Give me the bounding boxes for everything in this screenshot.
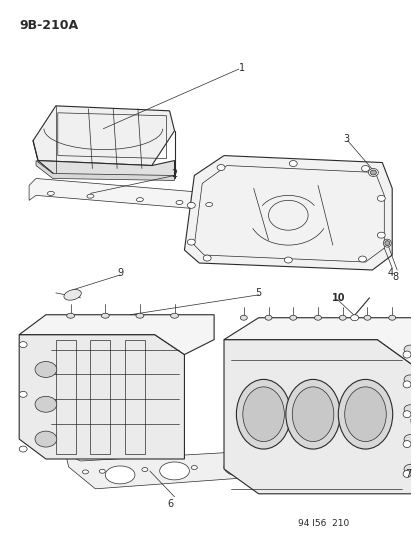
Ellipse shape: [19, 391, 27, 397]
Ellipse shape: [35, 431, 57, 447]
Ellipse shape: [363, 315, 370, 320]
Ellipse shape: [250, 463, 256, 467]
Text: 10: 10: [331, 293, 344, 303]
Ellipse shape: [19, 446, 27, 452]
Ellipse shape: [280, 462, 286, 466]
Ellipse shape: [339, 315, 345, 320]
Polygon shape: [38, 160, 174, 179]
Text: 4: 4: [386, 268, 392, 278]
Ellipse shape: [216, 165, 224, 171]
Ellipse shape: [402, 471, 410, 478]
Ellipse shape: [350, 315, 358, 321]
Ellipse shape: [292, 387, 333, 441]
Ellipse shape: [402, 441, 410, 448]
Polygon shape: [184, 156, 391, 270]
Polygon shape: [19, 335, 184, 459]
Ellipse shape: [105, 466, 135, 484]
Ellipse shape: [159, 462, 189, 480]
Ellipse shape: [187, 203, 195, 208]
Text: 7: 7: [404, 469, 411, 479]
Ellipse shape: [35, 361, 57, 377]
Ellipse shape: [377, 232, 385, 238]
Ellipse shape: [403, 464, 413, 473]
Ellipse shape: [403, 405, 413, 414]
Ellipse shape: [388, 315, 395, 320]
Polygon shape: [29, 179, 218, 211]
Polygon shape: [223, 318, 411, 365]
Text: 9B-210A: 9B-210A: [19, 19, 78, 33]
Ellipse shape: [203, 255, 211, 261]
Ellipse shape: [402, 411, 410, 418]
Text: 94 I56  210: 94 I56 210: [297, 519, 349, 528]
Text: 8: 8: [391, 272, 397, 282]
Ellipse shape: [64, 289, 81, 300]
Ellipse shape: [370, 170, 375, 175]
Ellipse shape: [314, 315, 320, 320]
Text: 2: 2: [171, 168, 178, 179]
Ellipse shape: [142, 467, 147, 472]
Ellipse shape: [205, 203, 212, 206]
Ellipse shape: [358, 256, 366, 262]
Ellipse shape: [236, 379, 290, 449]
Ellipse shape: [170, 313, 178, 318]
Ellipse shape: [135, 313, 144, 318]
Ellipse shape: [82, 470, 88, 474]
Ellipse shape: [223, 458, 253, 476]
Text: 9: 9: [117, 268, 123, 278]
Ellipse shape: [176, 200, 183, 205]
Polygon shape: [19, 315, 214, 354]
Ellipse shape: [136, 198, 143, 201]
Ellipse shape: [240, 315, 247, 320]
Ellipse shape: [47, 191, 54, 196]
Ellipse shape: [402, 351, 410, 358]
Ellipse shape: [191, 465, 197, 470]
Ellipse shape: [402, 381, 410, 388]
Ellipse shape: [87, 194, 94, 198]
Ellipse shape: [403, 375, 413, 384]
Polygon shape: [223, 340, 411, 494]
Ellipse shape: [384, 240, 389, 246]
Ellipse shape: [101, 313, 109, 318]
Ellipse shape: [289, 160, 297, 166]
Ellipse shape: [19, 342, 27, 348]
Ellipse shape: [187, 239, 195, 245]
Text: 6: 6: [167, 499, 173, 509]
Ellipse shape: [361, 166, 368, 172]
Ellipse shape: [337, 379, 392, 449]
Text: 5: 5: [255, 288, 261, 298]
Ellipse shape: [285, 379, 339, 449]
Text: 1: 1: [238, 63, 244, 73]
Polygon shape: [33, 106, 174, 166]
Ellipse shape: [99, 469, 105, 473]
Polygon shape: [36, 160, 174, 181]
Ellipse shape: [289, 315, 296, 320]
Ellipse shape: [403, 345, 413, 354]
Ellipse shape: [382, 239, 390, 247]
Ellipse shape: [368, 168, 377, 176]
Ellipse shape: [377, 196, 385, 201]
Ellipse shape: [242, 387, 284, 441]
Ellipse shape: [284, 257, 292, 263]
Ellipse shape: [66, 313, 74, 318]
Polygon shape: [66, 449, 307, 489]
Ellipse shape: [264, 315, 271, 320]
Ellipse shape: [344, 387, 385, 441]
Ellipse shape: [35, 397, 57, 412]
Ellipse shape: [403, 434, 413, 443]
Text: 3: 3: [343, 134, 349, 144]
